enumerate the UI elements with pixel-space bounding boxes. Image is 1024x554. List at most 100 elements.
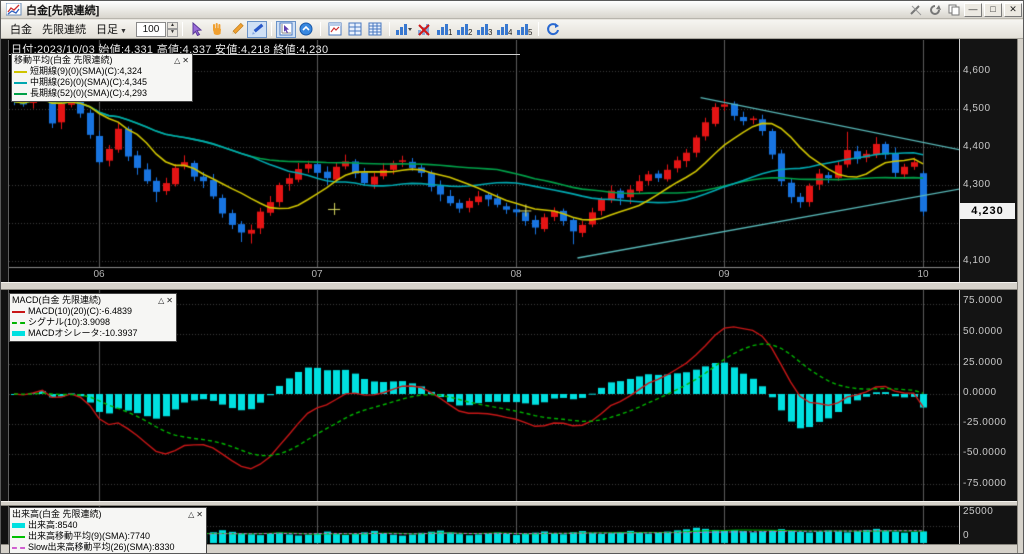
price-tick-4300: 4,300 (963, 179, 991, 190)
contract-label: 先限連続 (42, 24, 86, 36)
svg-text:1: 1 (448, 28, 452, 36)
link-icon[interactable] (927, 3, 943, 17)
macd-tick--25: -25.0000 (963, 417, 1007, 428)
macd-tick-50: 50.0000 (963, 326, 1003, 337)
volume-ma9-label: 出来高移動平均(9)(SMA):7740 (28, 531, 151, 541)
ma-legend-title: 移動平均(白金 先限連続) (14, 55, 113, 65)
info-line-underline (9, 54, 520, 55)
volume-tick-25000: 25000 (963, 506, 994, 517)
main-price-chart-canvas[interactable] (9, 40, 959, 282)
bar-chart-dropdown-button[interactable] (394, 21, 414, 38)
volume-ma26-label: Slow出来高移動平均(26)(SMA):8330 (28, 542, 175, 552)
chart-window-button[interactable] (325, 21, 345, 38)
legend-collapse-icon[interactable]: △ (188, 510, 195, 519)
macd-line-swatch (12, 310, 25, 313)
right-frame (1017, 39, 1023, 553)
legend-close-icon[interactable]: ✕ (166, 296, 173, 305)
refresh-button[interactable] (543, 21, 563, 38)
grid-small-button[interactable] (345, 21, 365, 38)
svg-text:4: 4 (508, 28, 512, 36)
x-axis-label-08: 08 (510, 269, 522, 280)
chevron-down-icon: ▼ (120, 28, 127, 35)
svg-text:5: 5 (528, 28, 532, 36)
last-price-badge: 4,230 (960, 203, 1015, 219)
chart-area: 日付:2023/10/03 始値:4,331 高値:4,337 安値:4,218… (1, 39, 1023, 553)
bar-count-stepper[interactable]: ▲ ▼ (166, 21, 178, 37)
ma-long-swatch (14, 92, 27, 95)
price-tick-4600: 4,600 (963, 65, 991, 76)
oscillator-swatch (12, 331, 25, 336)
price-tick-4400: 4,400 (963, 141, 991, 152)
annotate-icon[interactable] (908, 3, 924, 17)
volume-swatch (12, 523, 25, 528)
grid-large-button[interactable] (365, 21, 385, 38)
delete-chart-button[interactable] (414, 21, 434, 38)
price-axis-strip (959, 39, 1017, 544)
window-title: 白金[先限連続] (26, 4, 100, 17)
chart-crosshair-button[interactable] (275, 20, 296, 38)
macd-tick-0: 0.0000 (963, 387, 997, 398)
select-arrow-button[interactable] (187, 21, 207, 38)
maximize-button[interactable]: □ (984, 2, 1002, 17)
legend-close-icon[interactable]: ✕ (196, 510, 203, 519)
close-button[interactable]: ✕ (1004, 2, 1022, 17)
period-dropdown[interactable]: 日足 ▼ (96, 24, 127, 36)
volume-tick-0: 0 (963, 530, 970, 541)
bottom-frame (1, 544, 1017, 553)
legend-collapse-icon[interactable]: △ (174, 56, 181, 65)
title-bar: 白金[先限連続] — □ ✕ (1, 1, 1023, 19)
indicator-2-button[interactable]: 2 (454, 21, 474, 38)
indicator-5-button[interactable]: 5 (514, 21, 534, 38)
volume-legend: 出来高(白金 先限連続) △ ✕ 出来高:8540 出来高移動平均(9)(SMA)… (9, 507, 207, 553)
panel-divider[interactable] (1, 282, 1017, 290)
volume-ma26-swatch (12, 546, 25, 549)
hand-pan-button[interactable] (207, 21, 227, 38)
ma-mid-label: 中期線(26)(0)(SMA)(C):4,345 (30, 77, 148, 87)
price-tick-4100: 4,100 (963, 255, 991, 266)
signal-line-label: シグナル(10):3.9098 (28, 317, 111, 327)
oscillator-label: MACDオシレータ:-10.3937 (28, 328, 138, 338)
ma-mid-swatch (14, 81, 27, 84)
macd-tick--75: -75.0000 (963, 478, 1007, 489)
minimize-button[interactable]: — (964, 2, 982, 17)
indicator-4-button[interactable]: 4 (494, 21, 514, 38)
spin-down-icon: ▼ (166, 29, 178, 37)
bar-count-input[interactable]: 100 (135, 21, 166, 37)
x-axis-label-10: 10 (917, 269, 929, 280)
x-axis-label-06: 06 (93, 269, 105, 280)
signal-line-swatch (12, 321, 25, 324)
pen-blue-button[interactable] (246, 20, 267, 38)
svg-text:3: 3 (488, 28, 492, 36)
x-axis-label-07: 07 (311, 269, 323, 280)
pencil-button[interactable] (227, 21, 247, 38)
ma-short-label: 短期線(9)(0)(SMA)(C):4,324 (30, 66, 143, 76)
volume-legend-title: 出来高(白金 先限連続) (12, 509, 102, 519)
legend-close-icon[interactable]: ✕ (182, 56, 189, 65)
macd-tick-25: 25.0000 (963, 357, 1003, 368)
macd-legend: MACD(白金 先限連続) △ ✕ MACD(10)(20)(C):-6.4839… (9, 293, 177, 342)
plot-left-border (8, 40, 9, 544)
volume-label: 出来高:8540 (28, 520, 78, 530)
navigate-sphere-button[interactable] (296, 21, 316, 38)
spin-up-icon: ▲ (166, 21, 178, 29)
svg-text:2: 2 (468, 28, 472, 36)
macd-legend-title: MACD(白金 先限連続) (12, 295, 101, 305)
indicator-3-button[interactable]: 3 (474, 21, 494, 38)
ma-legend: 移動平均(白金 先限連続) △ ✕ 短期線(9)(0)(SMA)(C):4,324… (11, 53, 193, 102)
chart-window-icon (6, 3, 22, 16)
panel-divider[interactable] (1, 501, 1017, 506)
toolbar: 白金 先限連続 日足 ▼ 100 ▲ ▼ (1, 20, 1023, 39)
legend-collapse-icon[interactable]: △ (158, 296, 165, 305)
indicator-1-button[interactable]: 1 (434, 21, 454, 38)
symbol-label: 白金 (10, 24, 32, 36)
macd-tick-75: 75.0000 (963, 295, 1003, 306)
x-axis-label-09: 09 (718, 269, 730, 280)
macd-tick--50: -50.0000 (963, 447, 1007, 458)
price-tick-4500: 4,500 (963, 103, 991, 114)
copy-icon[interactable] (946, 3, 962, 17)
macd-line-label: MACD(10)(20)(C):-6.4839 (28, 306, 133, 316)
volume-ma9-swatch (12, 535, 25, 538)
ma-short-swatch (14, 70, 27, 73)
ma-long-label: 長期線(52)(0)(SMA)(C):4,293 (30, 88, 148, 98)
